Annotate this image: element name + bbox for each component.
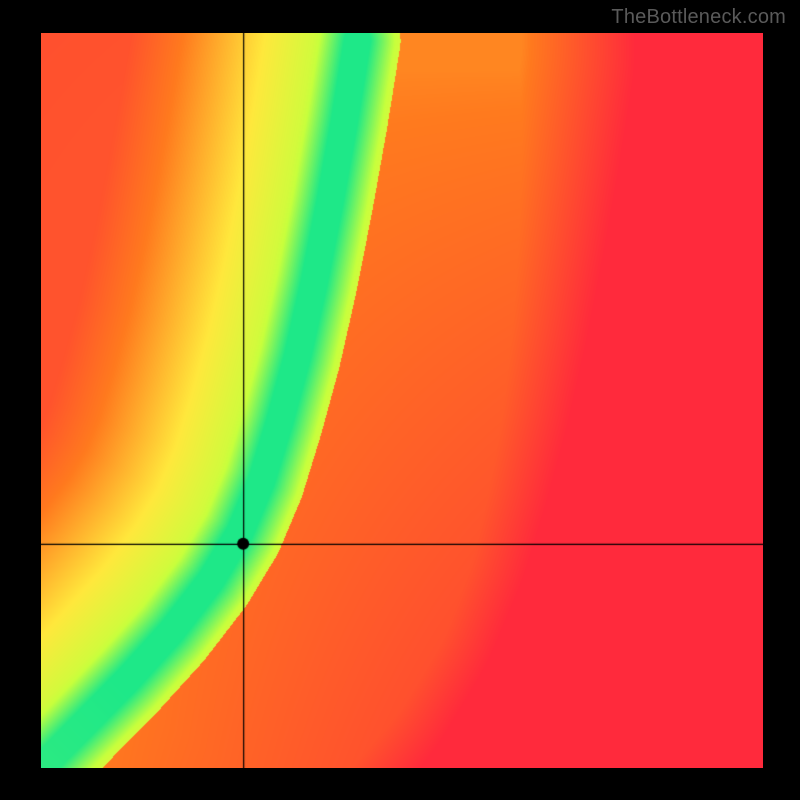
chart-root: TheBottleneck.com [0,0,800,800]
watermark-text: TheBottleneck.com [611,6,786,29]
heatmap-canvas [41,33,763,768]
heatmap-plot [41,33,763,768]
